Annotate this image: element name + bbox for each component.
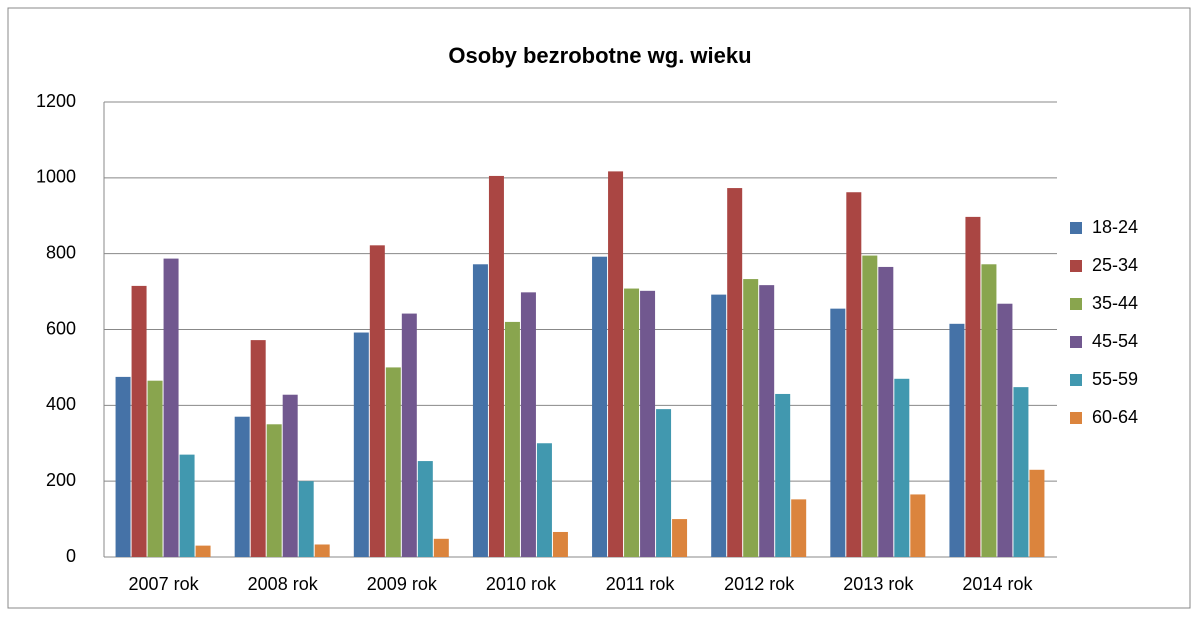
bar xyxy=(433,538,449,557)
bar xyxy=(656,409,672,557)
bar xyxy=(894,378,910,557)
y-tick-label: 800 xyxy=(46,242,76,262)
y-tick-label: 1200 xyxy=(36,91,76,111)
legend-label: 18-24 xyxy=(1092,217,1138,237)
bar xyxy=(163,258,179,557)
bar xyxy=(624,288,640,557)
bar xyxy=(965,216,981,557)
legend-label: 60-64 xyxy=(1092,407,1138,427)
y-tick-label: 400 xyxy=(46,394,76,414)
legend-swatch xyxy=(1070,222,1082,234)
bar xyxy=(862,255,878,557)
bar xyxy=(1029,469,1045,557)
bar xyxy=(131,285,147,557)
bar xyxy=(878,266,894,557)
bar xyxy=(1013,387,1029,557)
x-tick-label: 2011 rok xyxy=(606,574,676,594)
bar xyxy=(472,264,488,557)
bar xyxy=(520,292,536,557)
bar xyxy=(592,256,608,557)
y-tick-label: 600 xyxy=(46,318,76,338)
x-tick-label: 2007 rok xyxy=(129,574,200,594)
x-tick-label: 2009 rok xyxy=(367,574,438,594)
x-tick-label: 2013 rok xyxy=(843,574,914,594)
bar xyxy=(846,192,862,557)
y-tick-label: 0 xyxy=(66,546,76,566)
bar xyxy=(536,443,552,557)
bar xyxy=(711,294,727,557)
bar xyxy=(759,285,775,557)
bar xyxy=(179,454,195,557)
bar xyxy=(775,393,791,557)
bar xyxy=(282,394,298,557)
x-tick-label: 2012 rok xyxy=(724,574,795,594)
legend-swatch xyxy=(1070,412,1082,424)
x-tick-label: 2014 rok xyxy=(962,574,1033,594)
bar xyxy=(504,321,520,557)
bar xyxy=(830,308,846,557)
legend-swatch xyxy=(1070,298,1082,310)
bar xyxy=(417,461,433,557)
chart-title: Osoby bezrobotne wg. wieku xyxy=(448,43,751,68)
legend-label: 25-34 xyxy=(1092,255,1138,275)
bar xyxy=(195,545,211,557)
bar xyxy=(949,323,965,557)
bar xyxy=(488,175,504,557)
bar xyxy=(997,303,1013,557)
legend-swatch xyxy=(1070,260,1082,272)
bar xyxy=(298,481,314,557)
bar xyxy=(640,290,656,557)
bar xyxy=(147,380,163,557)
bar xyxy=(250,340,266,557)
legend-label: 55-59 xyxy=(1092,369,1138,389)
bar xyxy=(369,245,385,557)
bar xyxy=(314,544,330,557)
bar xyxy=(743,279,759,557)
bar xyxy=(385,367,401,557)
legend-swatch xyxy=(1070,336,1082,348)
bar xyxy=(401,313,417,557)
y-tick-label: 1000 xyxy=(36,167,76,187)
bar xyxy=(353,332,369,557)
x-tick-label: 2008 rok xyxy=(248,574,319,594)
bar xyxy=(115,376,131,557)
x-tick-label: 2010 rok xyxy=(486,574,557,594)
bar xyxy=(672,519,688,557)
bar xyxy=(552,531,568,557)
bar xyxy=(608,171,624,557)
legend-swatch xyxy=(1070,374,1082,386)
bar xyxy=(266,424,282,557)
legend-label: 35-44 xyxy=(1092,293,1138,313)
legend-label: 45-54 xyxy=(1092,331,1138,351)
bar xyxy=(234,416,250,557)
bar xyxy=(910,494,926,557)
bar xyxy=(727,188,743,557)
bar xyxy=(981,264,997,557)
y-tick-label: 200 xyxy=(46,470,76,490)
bar xyxy=(791,499,807,557)
